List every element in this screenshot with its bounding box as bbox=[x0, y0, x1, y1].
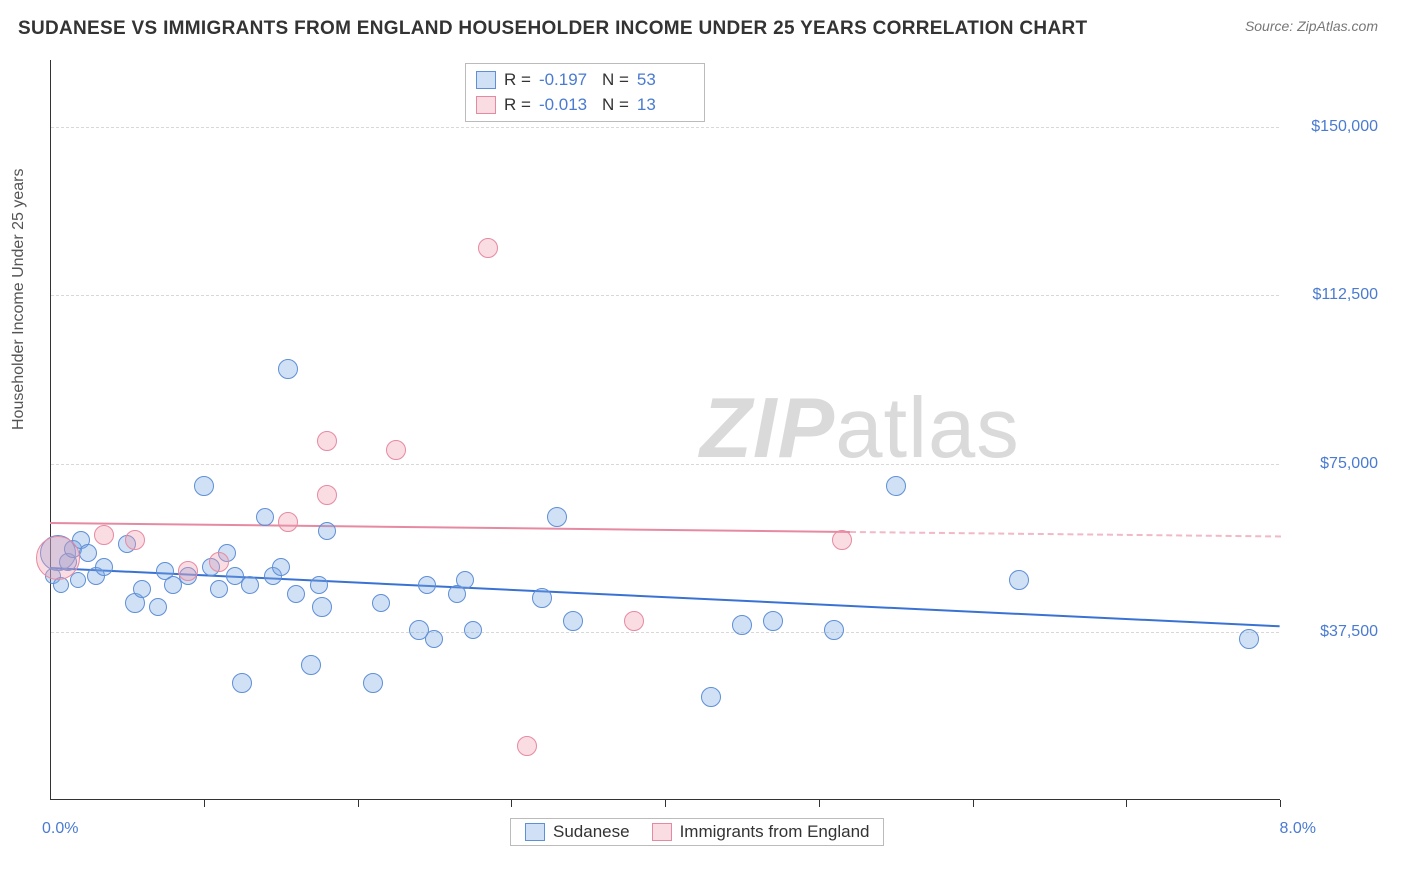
scatter-point bbox=[272, 558, 290, 576]
scatter-point bbox=[317, 431, 337, 451]
gridline bbox=[51, 464, 1279, 465]
scatter-point bbox=[456, 571, 474, 589]
r-value-blue: -0.197 bbox=[539, 68, 594, 93]
scatter-point bbox=[317, 485, 337, 505]
scatter-point bbox=[36, 536, 80, 580]
swatch-pink-icon bbox=[652, 823, 672, 841]
n-label: N = bbox=[602, 68, 629, 93]
x-axis-max-label: 8.0% bbox=[1280, 820, 1316, 838]
scatter-point bbox=[624, 611, 644, 631]
scatter-point bbox=[372, 594, 390, 612]
scatter-point bbox=[149, 598, 167, 616]
scatter-point bbox=[1239, 629, 1259, 649]
x-tick bbox=[511, 800, 512, 807]
scatter-point bbox=[1009, 570, 1029, 590]
scatter-point bbox=[94, 525, 114, 545]
y-tick-label: $112,500 bbox=[1312, 286, 1378, 304]
stats-row-blue: R = -0.197 N = 53 bbox=[476, 68, 692, 93]
scatter-point bbox=[832, 530, 852, 550]
legend-label: Immigrants from England bbox=[680, 822, 870, 842]
stats-box: R = -0.197 N = 53 R = -0.013 N = 13 bbox=[465, 63, 705, 122]
x-tick bbox=[819, 800, 820, 807]
chart-title: SUDANESE VS IMMIGRANTS FROM ENGLAND HOUS… bbox=[18, 18, 1087, 40]
scatter-point bbox=[425, 630, 443, 648]
swatch-pink-icon bbox=[476, 96, 496, 114]
scatter-point bbox=[464, 621, 482, 639]
x-tick bbox=[665, 800, 666, 807]
legend-item-sudanese: Sudanese bbox=[525, 822, 630, 842]
n-value-pink: 13 bbox=[637, 93, 692, 118]
swatch-blue-icon bbox=[476, 71, 496, 89]
n-label: N = bbox=[602, 93, 629, 118]
source-label: Source: ZipAtlas.com bbox=[1245, 18, 1378, 34]
scatter-point bbox=[278, 512, 298, 532]
scatter-point bbox=[256, 508, 274, 526]
scatter-point bbox=[563, 611, 583, 631]
x-tick bbox=[204, 800, 205, 807]
r-label: R = bbox=[504, 93, 531, 118]
y-axis-label: Householder Income Under 25 years bbox=[10, 169, 28, 430]
scatter-point bbox=[241, 576, 259, 594]
scatter-point bbox=[363, 673, 383, 693]
legend-item-england: Immigrants from England bbox=[652, 822, 870, 842]
scatter-point bbox=[79, 544, 97, 562]
scatter-point bbox=[209, 552, 229, 572]
scatter-point bbox=[278, 359, 298, 379]
x-axis-min-label: 0.0% bbox=[42, 820, 78, 838]
x-tick bbox=[1280, 800, 1281, 807]
scatter-point bbox=[70, 572, 86, 588]
scatter-point bbox=[886, 476, 906, 496]
gridline bbox=[51, 295, 1279, 296]
x-tick bbox=[358, 800, 359, 807]
scatter-point bbox=[418, 576, 436, 594]
scatter-point bbox=[701, 687, 721, 707]
r-value-pink: -0.013 bbox=[539, 93, 594, 118]
scatter-point bbox=[478, 238, 498, 258]
legend-label: Sudanese bbox=[553, 822, 630, 842]
y-tick-label: $75,000 bbox=[1320, 455, 1378, 473]
scatter-point bbox=[287, 585, 305, 603]
x-tick bbox=[973, 800, 974, 807]
n-value-blue: 53 bbox=[637, 68, 692, 93]
scatter-point bbox=[95, 558, 113, 576]
scatter-point bbox=[125, 530, 145, 550]
y-tick-label: $150,000 bbox=[1311, 118, 1378, 136]
gridline bbox=[51, 632, 1279, 633]
scatter-point bbox=[824, 620, 844, 640]
scatter-point bbox=[732, 615, 752, 635]
stats-row-pink: R = -0.013 N = 13 bbox=[476, 93, 692, 118]
scatter-point bbox=[386, 440, 406, 460]
scatter-point bbox=[194, 476, 214, 496]
gridline bbox=[51, 127, 1279, 128]
scatter-point bbox=[763, 611, 783, 631]
scatter-point bbox=[318, 522, 336, 540]
scatter-point bbox=[301, 655, 321, 675]
x-tick bbox=[1126, 800, 1127, 807]
scatter-point bbox=[210, 580, 228, 598]
scatter-point bbox=[532, 588, 552, 608]
scatter-point bbox=[312, 597, 332, 617]
scatter-point bbox=[547, 507, 567, 527]
scatter-point bbox=[133, 580, 151, 598]
scatter-point bbox=[517, 736, 537, 756]
scatter-point bbox=[178, 561, 198, 581]
r-label: R = bbox=[504, 68, 531, 93]
legend-bottom: Sudanese Immigrants from England bbox=[510, 818, 884, 846]
scatter-point bbox=[310, 576, 328, 594]
scatter-point bbox=[232, 673, 252, 693]
y-tick-label: $37,500 bbox=[1320, 623, 1378, 641]
swatch-blue-icon bbox=[525, 823, 545, 841]
